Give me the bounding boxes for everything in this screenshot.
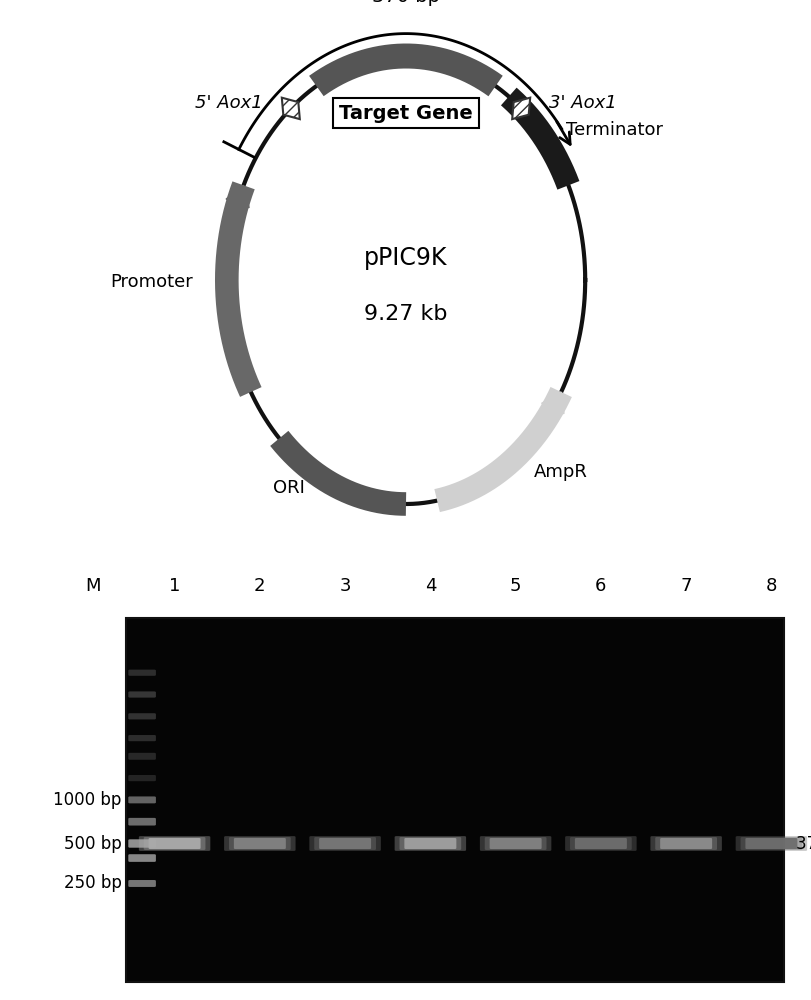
FancyBboxPatch shape [234, 838, 285, 849]
FancyBboxPatch shape [309, 836, 380, 851]
FancyBboxPatch shape [144, 837, 205, 850]
FancyBboxPatch shape [128, 839, 156, 848]
FancyBboxPatch shape [489, 838, 541, 849]
FancyBboxPatch shape [128, 713, 156, 719]
FancyBboxPatch shape [224, 836, 295, 851]
FancyBboxPatch shape [148, 838, 200, 849]
Text: 250 bp: 250 bp [64, 874, 122, 892]
FancyBboxPatch shape [564, 836, 636, 851]
FancyBboxPatch shape [128, 880, 156, 887]
FancyBboxPatch shape [139, 836, 210, 851]
FancyBboxPatch shape [569, 837, 631, 850]
Polygon shape [281, 98, 299, 119]
FancyBboxPatch shape [128, 775, 156, 781]
FancyBboxPatch shape [659, 838, 711, 849]
Text: 500 bp: 500 bp [64, 835, 122, 853]
Text: 9.27 kb: 9.27 kb [364, 304, 447, 324]
Text: 1000 bp: 1000 bp [54, 791, 122, 809]
FancyBboxPatch shape [399, 837, 461, 850]
FancyBboxPatch shape [735, 836, 806, 851]
Text: 8: 8 [765, 577, 776, 595]
FancyBboxPatch shape [128, 735, 156, 741]
FancyBboxPatch shape [654, 837, 716, 850]
Text: Promoter: Promoter [110, 273, 193, 291]
Text: Target Gene: Target Gene [339, 104, 472, 123]
FancyBboxPatch shape [319, 838, 371, 849]
Text: AmpR: AmpR [533, 463, 587, 481]
Text: ORI: ORI [273, 479, 305, 497]
FancyBboxPatch shape [128, 796, 156, 803]
FancyBboxPatch shape [484, 837, 546, 850]
Polygon shape [225, 185, 249, 208]
Polygon shape [512, 98, 530, 119]
FancyBboxPatch shape [479, 836, 551, 851]
Text: 3' Aox1: 3' Aox1 [548, 94, 616, 112]
Text: 4: 4 [424, 577, 436, 595]
Bar [126, 618, 783, 982]
FancyBboxPatch shape [314, 837, 375, 850]
Text: M: M [85, 577, 101, 595]
Text: Terminator: Terminator [565, 121, 662, 139]
Text: 370 bp: 370 bp [795, 835, 811, 853]
FancyBboxPatch shape [229, 837, 290, 850]
FancyBboxPatch shape [394, 836, 466, 851]
FancyBboxPatch shape [650, 836, 721, 851]
FancyBboxPatch shape [128, 670, 156, 676]
FancyBboxPatch shape [128, 854, 156, 862]
Text: 5: 5 [509, 577, 521, 595]
Text: 7: 7 [680, 577, 691, 595]
FancyBboxPatch shape [574, 838, 626, 849]
Text: 3: 3 [339, 577, 350, 595]
Text: pPIC9K: pPIC9K [364, 246, 447, 270]
FancyBboxPatch shape [740, 837, 801, 850]
FancyBboxPatch shape [128, 818, 156, 826]
FancyBboxPatch shape [404, 838, 456, 849]
Polygon shape [541, 392, 564, 414]
Text: 1: 1 [169, 577, 180, 595]
FancyBboxPatch shape [128, 753, 156, 760]
Text: 6: 6 [594, 577, 606, 595]
Text: 2: 2 [254, 577, 265, 595]
Text: 370 bp: 370 bp [371, 0, 440, 6]
FancyBboxPatch shape [744, 838, 796, 849]
FancyBboxPatch shape [128, 691, 156, 698]
Text: 5' Aox1: 5' Aox1 [195, 94, 263, 112]
